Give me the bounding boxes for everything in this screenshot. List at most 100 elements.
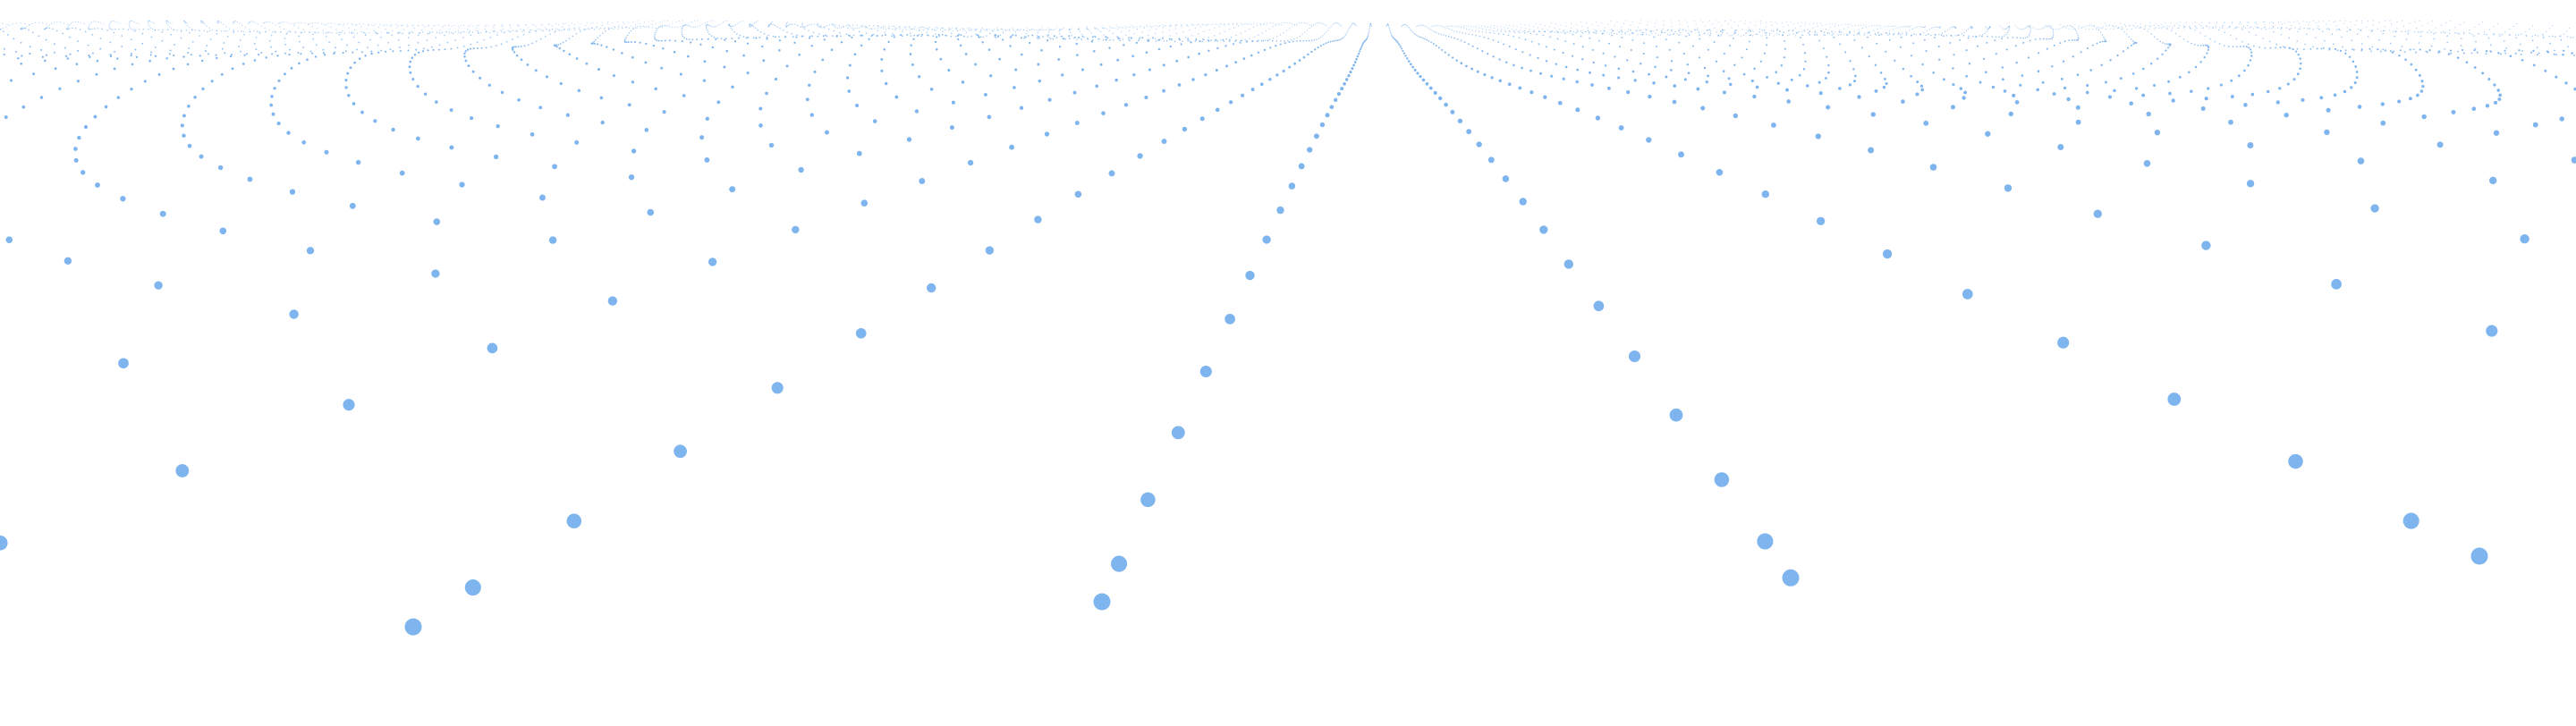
- wave-dot: [909, 29, 911, 30]
- wave-dot: [1442, 26, 1444, 28]
- wave-dot: [259, 32, 261, 34]
- wave-dot: [1132, 27, 1134, 29]
- wave-dot: [1775, 71, 1777, 73]
- wave-dot: [1191, 23, 1192, 25]
- wave-dot: [2317, 28, 2318, 30]
- wave-dot: [2335, 25, 2337, 27]
- wave-dot: [2504, 52, 2507, 55]
- wave-dot: [1530, 69, 1532, 72]
- wave-dot: [1804, 60, 1807, 63]
- wave-dot: [1187, 25, 1189, 27]
- wave-dot: [479, 76, 482, 80]
- wave-dot: [380, 31, 382, 33]
- wave-dot: [1965, 30, 1968, 32]
- wave-dot: [752, 37, 755, 39]
- wave-dot: [2548, 28, 2551, 30]
- wave-dot: [660, 39, 663, 42]
- wave-dot: [1218, 25, 1221, 27]
- wave-dot: [2248, 46, 2250, 49]
- wave-dot: [884, 26, 886, 28]
- wave-dot: [2069, 25, 2071, 27]
- wave-dot: [1148, 38, 1150, 40]
- wave-dot: [2182, 24, 2184, 26]
- wave-dot: [1654, 26, 1656, 28]
- wave-dot: [2549, 42, 2551, 45]
- wave-dot: [322, 48, 325, 51]
- wave-dot: [253, 30, 255, 32]
- wave-dot: [1589, 37, 1591, 39]
- wave-dot: [1068, 35, 1071, 38]
- wave-dot: [1734, 32, 1736, 34]
- wave-dot: [2451, 109, 2456, 115]
- wave-dot: [1626, 90, 1631, 95]
- wave-dot: [1655, 22, 1657, 24]
- wave-dot: [1169, 35, 1171, 37]
- wave-dot: [1617, 67, 1621, 71]
- wave-dot: [2023, 28, 2025, 30]
- wave-dot: [284, 72, 286, 76]
- wave-dot: [568, 28, 571, 30]
- wave-dot: [1053, 35, 1055, 38]
- wave-dot: [254, 21, 256, 23]
- wave-dot: [2063, 40, 2066, 43]
- wave-dot: [1743, 22, 1746, 24]
- wave-dot: [215, 54, 217, 56]
- wave-dot: [1959, 38, 1962, 41]
- wave-dot: [2309, 28, 2310, 30]
- wave-dot: [801, 25, 803, 27]
- wave-dot: [1835, 23, 1836, 25]
- wave-dot: [152, 21, 154, 23]
- wave-dot: [1101, 25, 1103, 27]
- wave-dot: [711, 46, 715, 49]
- wave-dot: [1618, 46, 1621, 48]
- wave-dot: [1404, 23, 1406, 26]
- wave-dot: [2277, 21, 2280, 23]
- wave-dot: [444, 34, 445, 37]
- wave-dot: [1286, 22, 1288, 24]
- wave-dot: [2162, 26, 2164, 28]
- wave-dot: [1063, 27, 1064, 30]
- wave-dot: [1885, 25, 1887, 28]
- wave-dot: [504, 30, 506, 33]
- wave-dot: [848, 63, 852, 67]
- wave-dot: [898, 26, 901, 28]
- wave-dot: [1046, 34, 1049, 37]
- wave-dot: [1595, 21, 1597, 22]
- wave-dot: [476, 27, 478, 29]
- wave-dot: [223, 42, 225, 44]
- wave-dot: [1481, 50, 1484, 53]
- wave-dot: [2154, 130, 2161, 136]
- wave-dot: [93, 114, 97, 119]
- wave-dot: [2085, 90, 2089, 95]
- wave-dot: [1360, 45, 1363, 46]
- wave-dot: [2544, 69, 2547, 72]
- wave-dot: [343, 23, 345, 25]
- wave-dot: [239, 39, 242, 41]
- wave-dot: [265, 56, 267, 59]
- wave-dot: [351, 23, 352, 25]
- wave-dot: [1086, 28, 1088, 30]
- wave-dot: [1316, 38, 1318, 40]
- wave-dot: [1483, 36, 1486, 38]
- wave-dot: [2038, 29, 2040, 30]
- wave-dot: [2170, 22, 2172, 24]
- wave-dot: [2053, 28, 2055, 30]
- wave-dot: [1216, 39, 1219, 42]
- wave-dot: [2416, 28, 2418, 30]
- wave-dot: [2378, 21, 2380, 23]
- wave-dot: [751, 24, 753, 26]
- wave-dot: [545, 27, 547, 29]
- wave-dot: [2101, 40, 2104, 43]
- wave-dot: [298, 27, 300, 29]
- wave-dot: [1430, 25, 1432, 28]
- wave-dot: [919, 178, 926, 184]
- wave-dot: [38, 21, 40, 23]
- wave-dot: [1296, 40, 1298, 42]
- wave-dot: [1828, 23, 1830, 25]
- wave-dot: [1239, 39, 1241, 42]
- wave-dot: [21, 55, 23, 57]
- wave-dot: [1642, 52, 1645, 55]
- wave-dot: [1293, 23, 1295, 26]
- wave-dot: [851, 36, 853, 38]
- wave-dot: [385, 28, 386, 30]
